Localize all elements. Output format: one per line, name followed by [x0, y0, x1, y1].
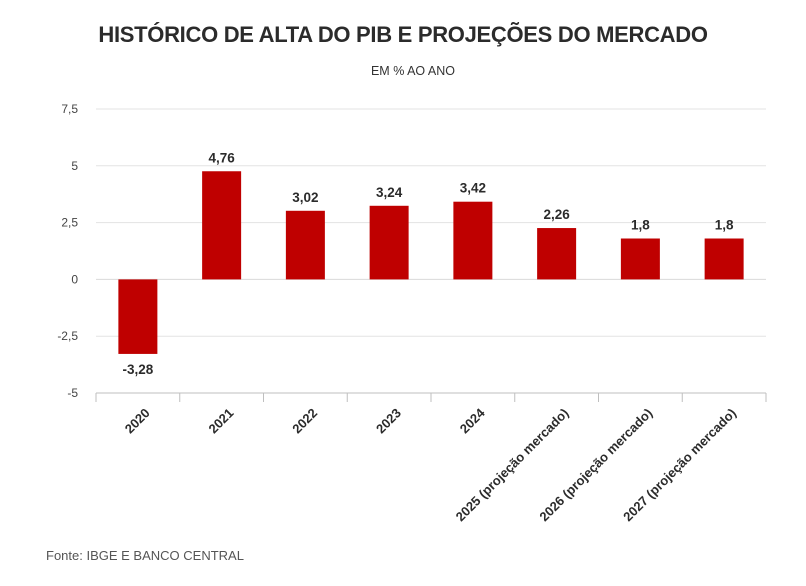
bar: [537, 228, 577, 280]
chart-subtitle: EM % AO ANO: [370, 64, 456, 78]
x-tick-label: 2020: [122, 405, 153, 436]
bars: [118, 171, 744, 354]
bar: [620, 238, 660, 280]
y-tick-label: 7,5: [61, 102, 78, 116]
x-tick-label: 2024: [457, 405, 489, 437]
x-tick-label: 2022: [289, 405, 320, 436]
x-tick-label: 2021: [205, 405, 236, 436]
chart-title: HISTÓRICO DE ALTA DO PIB E PROJEÇÕES DO …: [98, 22, 708, 47]
data-label: 3,42: [460, 181, 486, 196]
data-label: 4,76: [208, 150, 235, 165]
y-tick-label: -2,5: [57, 329, 78, 343]
bar: [202, 171, 242, 280]
y-tick-label: 5: [71, 159, 78, 173]
data-labels: -3,28 4,76 3,02 3,24 3,42 2,26 1,8 1,8: [122, 150, 734, 377]
source-note: Fonte: IBGE E BANCO CENTRAL: [46, 548, 244, 563]
data-label: 1,8: [631, 218, 650, 233]
bar: [285, 210, 325, 280]
y-tick-label: 2,5: [61, 216, 78, 230]
bar: [118, 279, 158, 354]
data-label: -3,28: [122, 362, 153, 377]
data-label: 3,02: [292, 190, 318, 205]
bar: [704, 238, 744, 280]
y-tick-label: 0: [71, 272, 78, 286]
x-tick-label: 2023: [373, 405, 404, 436]
data-label: 2,26: [543, 207, 570, 222]
bar: [369, 205, 409, 280]
grid-lines: [96, 108, 766, 394]
data-label: 3,24: [376, 185, 403, 200]
bar: [453, 201, 493, 280]
y-axis-ticks: -5 -2,5 0 2,5 5 7,5: [57, 102, 78, 400]
data-label: 1,8: [715, 218, 734, 233]
y-tick-label: -5: [67, 386, 78, 400]
